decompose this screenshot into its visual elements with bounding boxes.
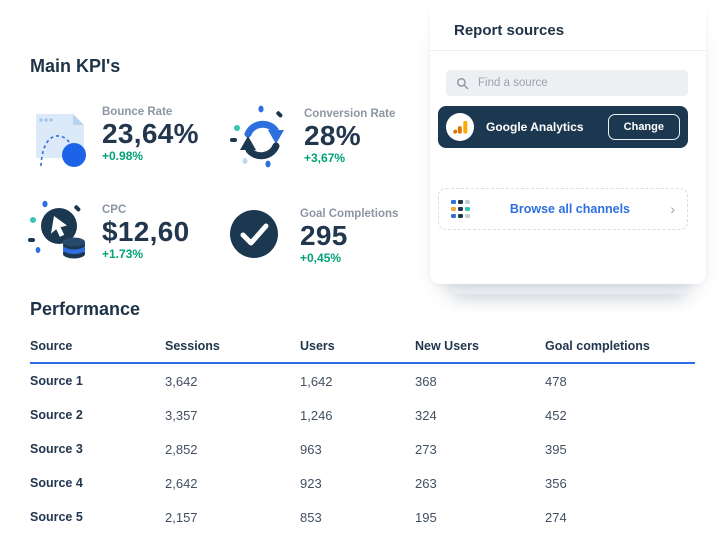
kpi-value: 28% (304, 121, 395, 150)
kpi-label: Conversion Rate (304, 108, 395, 120)
cell-source: Source 3 (30, 432, 165, 466)
bounce-rate-icon (28, 100, 92, 168)
kpi-value: 23,64% (102, 119, 199, 148)
cell-new-users: 195 (415, 500, 545, 534)
cpc-icon (28, 198, 92, 266)
apps-grid-icon (451, 200, 470, 219)
cell-source: Source 5 (30, 500, 165, 534)
report-sources-panel: Report sources Google Analytics Change B… (430, 4, 706, 284)
cell-new-users: 368 (415, 363, 545, 398)
cell-sessions: 2,157 (165, 500, 300, 534)
kpi-delta: +0.98% (102, 149, 199, 163)
column-header-users: Users (300, 333, 415, 363)
source-search[interactable] (446, 70, 688, 96)
column-header-goal-completions: Goal completions (545, 333, 695, 363)
dashboard-page: { "colors": { "navy": "#1c3850", "text_d… (0, 0, 720, 542)
cell-sessions: 3,357 (165, 398, 300, 432)
cell-new-users: 273 (415, 432, 545, 466)
browse-channels-row[interactable]: Browse all channels › (438, 188, 688, 230)
kpi-delta: +3,67% (304, 151, 395, 165)
column-header-sessions: Sessions (165, 333, 300, 363)
table-row: Source 2 3,357 1,246 324 452 (30, 398, 695, 432)
search-input[interactable] (478, 77, 678, 89)
kpi-value: 295 (300, 221, 398, 250)
chevron-right-icon: › (670, 202, 675, 216)
kpi-card-goal-completions: Goal Completions 295 +0,45% (226, 202, 398, 270)
cell-sessions: 2,642 (165, 466, 300, 500)
cell-new-users: 324 (415, 398, 545, 432)
goal-completions-icon (226, 202, 290, 270)
table-row: Source 1 3,642 1,642 368 478 (30, 363, 695, 398)
cell-goal-completions: 478 (545, 363, 695, 398)
kpi-label: CPC (102, 204, 189, 216)
kpi-card-conversion-rate: Conversion Rate 28% +3,67% (230, 102, 395, 170)
cell-new-users: 263 (415, 466, 545, 500)
connected-source-name: Google Analytics (486, 120, 608, 134)
google-analytics-logo-icon (446, 113, 474, 141)
kpi-card-bounce-rate: Bounce Rate 23,64% +0.98% (28, 100, 199, 168)
kpi-value: $12,60 (102, 217, 189, 246)
panel-title: Report sources (454, 22, 564, 39)
table-row: Source 3 2,852 963 273 395 (30, 432, 695, 466)
column-header-new-users: New Users (415, 333, 545, 363)
kpi-delta: +0,45% (300, 251, 398, 265)
change-source-button[interactable]: Change (608, 114, 680, 140)
cell-users: 923 (300, 466, 415, 500)
cell-goal-completions: 395 (545, 432, 695, 466)
browse-channels-label: Browse all channels (470, 202, 671, 216)
cell-goal-completions: 356 (545, 466, 695, 500)
conversion-rate-icon (230, 102, 294, 170)
kpi-card-cpc: CPC $12,60 +1.73% (28, 198, 189, 266)
cell-source: Source 1 (30, 363, 165, 398)
table-header-row: Source Sessions Users New Users Goal com… (30, 333, 695, 363)
column-header-source: Source (30, 333, 165, 363)
kpi-section-title: Main KPI's (30, 56, 120, 77)
table-row: Source 4 2,642 923 263 356 (30, 466, 695, 500)
cell-users: 963 (300, 432, 415, 466)
cell-sessions: 2,852 (165, 432, 300, 466)
cell-users: 1,246 (300, 398, 415, 432)
connected-source-row: Google Analytics Change (438, 106, 688, 148)
cell-source: Source 2 (30, 398, 165, 432)
search-icon (456, 77, 469, 90)
table-row: Source 5 2,157 853 195 274 (30, 500, 695, 534)
cell-sessions: 3,642 (165, 363, 300, 398)
performance-title: Performance (30, 299, 140, 320)
performance-table: Source Sessions Users New Users Goal com… (30, 333, 695, 534)
kpi-label: Goal Completions (300, 208, 398, 220)
cell-source: Source 4 (30, 466, 165, 500)
kpi-delta: +1.73% (102, 247, 189, 261)
cell-users: 853 (300, 500, 415, 534)
cell-users: 1,642 (300, 363, 415, 398)
cell-goal-completions: 452 (545, 398, 695, 432)
cell-goal-completions: 274 (545, 500, 695, 534)
kpi-label: Bounce Rate (102, 106, 199, 118)
panel-divider (430, 50, 706, 51)
